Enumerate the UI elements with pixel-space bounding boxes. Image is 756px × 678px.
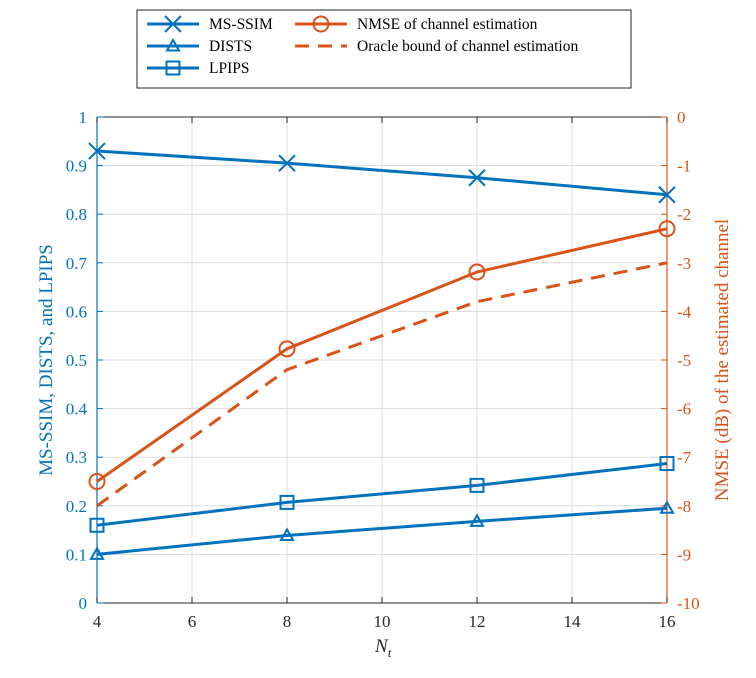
legend-box <box>136 9 632 89</box>
y-tick-label-right: -4 <box>677 302 692 321</box>
y-tick-label-right: -6 <box>677 400 691 419</box>
legend-label-2: LPIPS <box>209 60 250 77</box>
series-marker-3 <box>468 263 486 281</box>
legend: MS-SSIM DISTS LPIPS NMSE of channel estimat… <box>136 9 632 89</box>
y-tick-label-left: 0.2 <box>66 497 87 516</box>
y-tick-label-right: 0 <box>677 108 686 127</box>
x-axis-label-main: N <box>374 636 389 657</box>
series-line-0 <box>96 149 668 197</box>
series-marker-3 <box>658 220 676 238</box>
y-tick-label-left: 0.5 <box>66 351 87 370</box>
legend-marker-3 <box>312 15 330 33</box>
y-tick-label-right: -3 <box>677 254 691 273</box>
series-marker-0 <box>468 169 486 187</box>
y-tick-label-left: 0.4 <box>66 400 88 419</box>
legend-label-4: Oracle bound of channel estimation <box>357 38 578 55</box>
y-tick-label-right: -1 <box>677 157 691 176</box>
series-marker-2 <box>659 456 675 472</box>
x-tick-label: 4 <box>93 612 102 631</box>
y-axis-label-left: MS-SSIM, DISTS, and LPIPS <box>36 244 57 476</box>
y-tick-label-right: -9 <box>677 545 691 564</box>
series-marker-0 <box>278 154 296 172</box>
legend-marker-0 <box>164 15 182 33</box>
y-tick-label-left: 0.8 <box>66 205 87 224</box>
series-marker-1 <box>89 546 105 560</box>
x-tick-label: 10 <box>374 612 391 631</box>
x-tick-label: 6 <box>188 612 197 631</box>
y-tick-label-left: 0.9 <box>66 157 87 176</box>
y-tick-label-right: -7 <box>677 448 692 467</box>
y-tick-label-left: 0.7 <box>66 254 88 273</box>
y-tick-label-left: 1 <box>79 108 88 127</box>
series-line-3 <box>96 227 668 483</box>
x-axis-label: Nt <box>374 636 392 660</box>
series-marker-1 <box>469 513 485 527</box>
y-tick-label-left: 0.1 <box>66 545 87 564</box>
series-line-1 <box>96 506 668 556</box>
x-tick-label: 8 <box>283 612 292 631</box>
axes <box>96 116 668 604</box>
series-marker-1 <box>279 527 295 541</box>
y-tick-label-right: -5 <box>677 351 691 370</box>
legend-marker-2 <box>165 60 181 76</box>
y-tick-label-left: 0.3 <box>66 448 87 467</box>
x-tick-label: 14 <box>564 612 582 631</box>
series-marker-0 <box>658 186 676 204</box>
series-marker-0 <box>88 142 106 160</box>
series-marker-3 <box>278 340 296 358</box>
tick-labels: 4 6 8 10 12 14 1600.10.20.30.40.50.60.70.80.91… <box>66 108 700 631</box>
series-marker-2 <box>469 477 485 493</box>
series-marker-3 <box>88 473 106 490</box>
y-tick-label-right: -10 <box>677 594 700 613</box>
legend-label-3: NMSE of channel estimation <box>357 16 538 33</box>
y-tick-label-right: -2 <box>677 205 691 224</box>
legend-label-0: MS-SSIM <box>209 16 273 33</box>
y-tick-label-left: 0 <box>79 594 88 613</box>
series-line-4 <box>96 261 668 508</box>
y-axis-label-right: NMSE (dB) of the estimated channel <box>712 219 733 501</box>
grid <box>96 116 668 604</box>
series-marker-2 <box>89 517 105 533</box>
y-tick-label-left: 0.6 <box>66 302 87 321</box>
series-line-2 <box>96 462 668 527</box>
series-marker-1 <box>659 500 675 514</box>
x-tick-label: 16 <box>659 612 676 631</box>
y-tick-label-right: -8 <box>677 497 691 516</box>
legend-marker-1 <box>165 37 181 52</box>
plot-area <box>88 142 676 560</box>
x-tick-label: 12 <box>469 612 486 631</box>
legend-label-1: DISTS <box>209 38 252 55</box>
x-axis-label-subscript: t <box>388 645 392 660</box>
series-marker-2 <box>279 494 295 510</box>
